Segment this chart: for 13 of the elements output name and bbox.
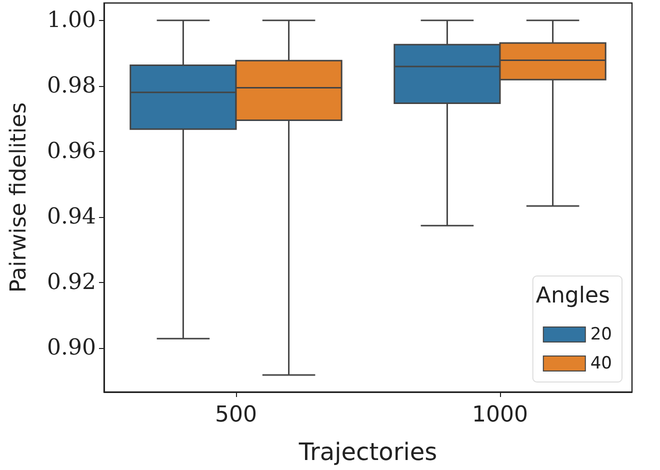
x-axis-title: Trajectories xyxy=(298,438,438,466)
x-tick-label: 500 xyxy=(215,402,257,428)
y-axis-title: Pairwise fidelities xyxy=(6,102,32,293)
y-tick-label: 0.96 xyxy=(47,138,96,164)
legend-label: 20 xyxy=(590,324,612,344)
x-tick-label: 1000 xyxy=(472,402,528,428)
legend-label: 40 xyxy=(590,354,612,374)
legend-title: Angles xyxy=(536,284,610,308)
y-tick-label: 0.94 xyxy=(47,204,96,230)
y-tick-label: 0.90 xyxy=(47,335,96,360)
y-tick-label: 0.98 xyxy=(47,73,96,98)
y-tick-label: 1.00 xyxy=(47,8,96,33)
y-tick-label: 0.92 xyxy=(47,270,96,295)
